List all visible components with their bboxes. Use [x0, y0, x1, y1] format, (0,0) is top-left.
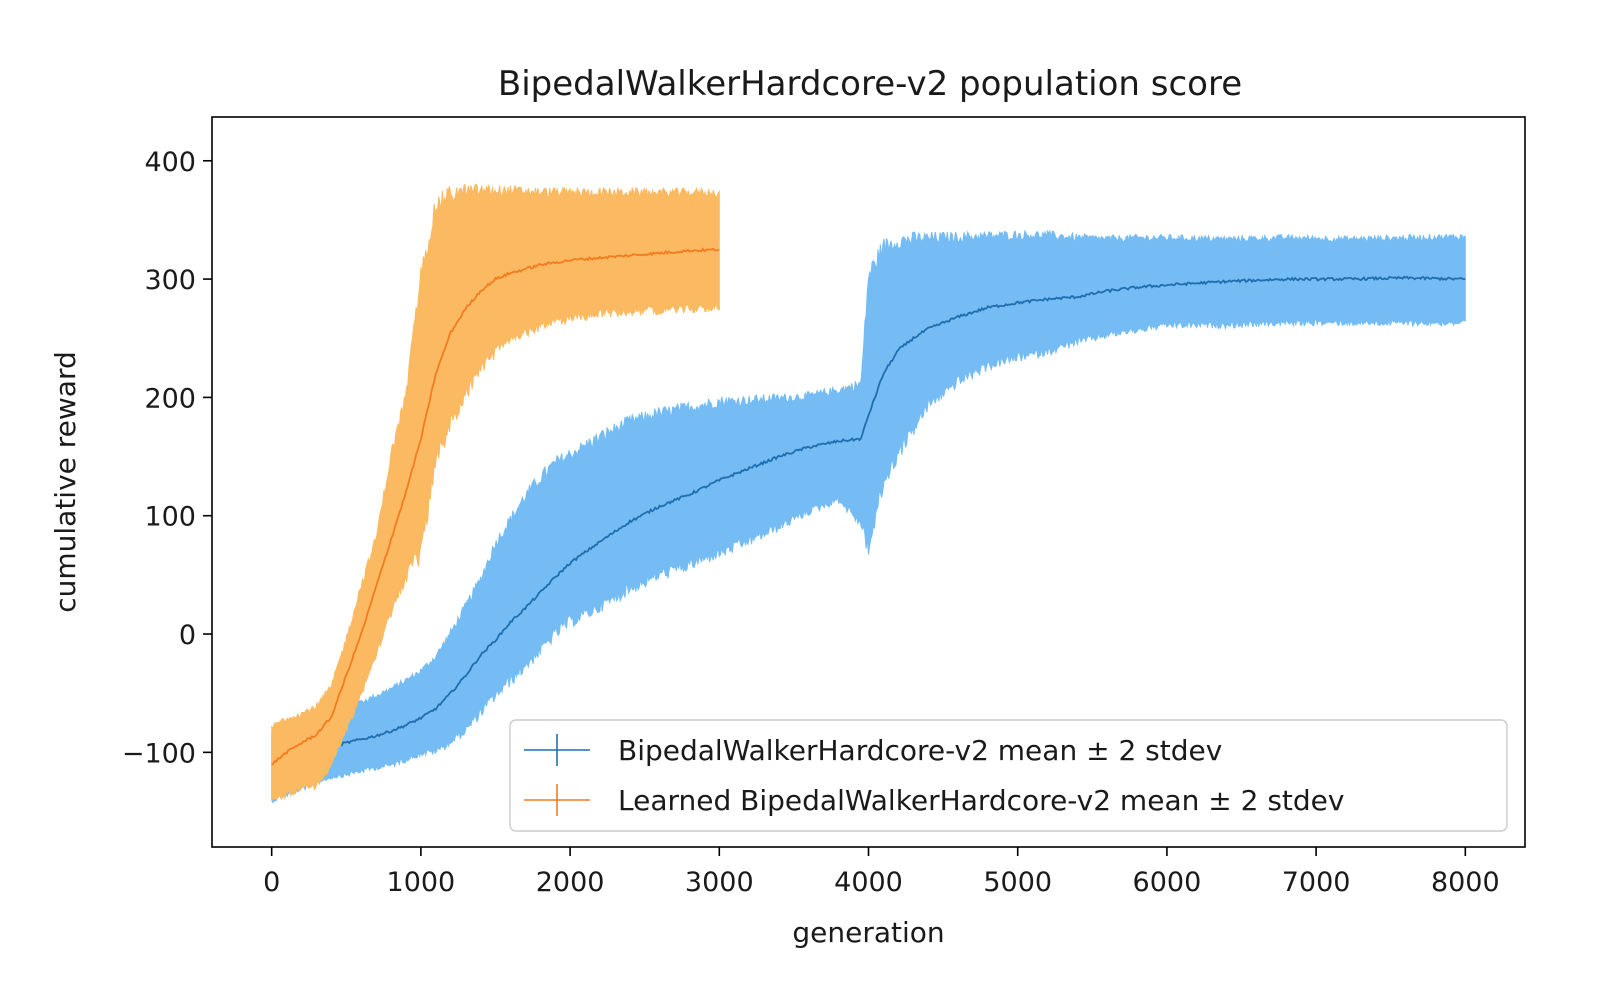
x-tick-label: 7000	[1282, 867, 1351, 898]
plot-area	[271, 183, 1466, 804]
y-tick-label: −100	[122, 738, 196, 769]
y-tick-label: 300	[144, 265, 196, 296]
x-tick-label: 5000	[983, 867, 1052, 898]
x-tick-label: 2000	[536, 867, 605, 898]
x-tick-label: 8000	[1431, 867, 1500, 898]
series-1	[271, 229, 1466, 804]
axis-ticks: 0 1000 2000 3000 4000 5000 6000 7000 8000 −100 0 10…	[122, 147, 1500, 898]
x-tick-label: 3000	[685, 867, 754, 898]
legend: BipedalWalkerHardcore-v2 mean ± 2 stdev L…	[509, 719, 1508, 832]
series-mean-line	[271, 275, 1466, 766]
series-band	[271, 183, 720, 802]
y-tick-label: 0	[179, 620, 196, 651]
x-tick-label: 4000	[834, 867, 903, 898]
x-tick-label: 1000	[387, 867, 456, 898]
y-tick-label: 200	[144, 383, 196, 414]
series-mean-line	[271, 247, 720, 766]
x-tick-label: 0	[263, 867, 280, 898]
legend-label: BipedalWalkerHardcore-v2 mean ± 2 stdev	[618, 734, 1222, 767]
legend-item: Learned BipedalWalkerHardcore-v2 mean ± …	[524, 784, 1344, 817]
x-tick-label: 6000	[1133, 867, 1202, 898]
y-tick-label: 400	[144, 147, 196, 178]
legend-box	[509, 719, 1508, 832]
series-band	[271, 229, 1466, 804]
series-2	[271, 183, 720, 802]
legend-item: BipedalWalkerHardcore-v2 mean ± 2 stdev	[524, 734, 1222, 767]
y-axis-label: cumulative reward	[49, 351, 82, 613]
x-axis-label: generation	[792, 916, 944, 949]
chart-title: BipedalWalkerHardcore-v2 population scor…	[498, 64, 1242, 104]
y-tick-label: 100	[144, 502, 196, 533]
legend-label: Learned BipedalWalkerHardcore-v2 mean ± …	[618, 784, 1344, 817]
